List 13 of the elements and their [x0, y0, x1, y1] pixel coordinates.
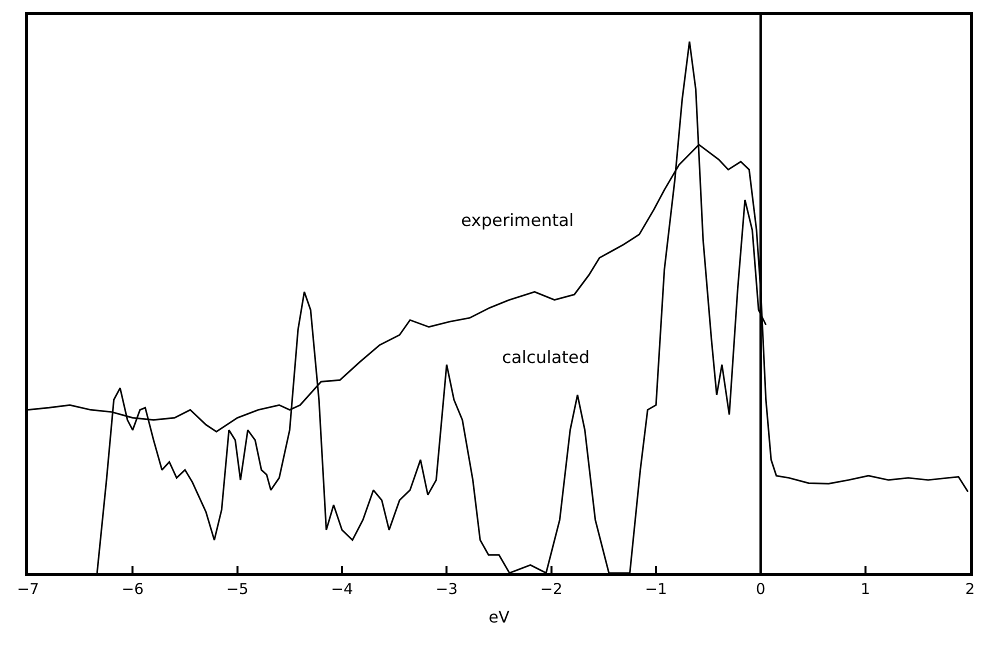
x-tick-label: −4 [330, 580, 354, 598]
annotation: experimental [461, 211, 574, 231]
x-tick-label: −6 [122, 580, 144, 598]
x-tick-label: 0 [756, 580, 766, 598]
x-tick-label: 1 [860, 580, 870, 598]
x-tick-label: −5 [226, 580, 248, 598]
x-tick-label: −3 [436, 580, 458, 598]
x-tick-label: −1 [644, 580, 668, 598]
x-tick-label: 2 [965, 580, 975, 598]
x-tick-label: −7 [16, 580, 40, 598]
annotation: calculated [502, 348, 590, 368]
x-axis-title: eV [488, 608, 510, 627]
x-tick-label: −2 [540, 580, 562, 598]
